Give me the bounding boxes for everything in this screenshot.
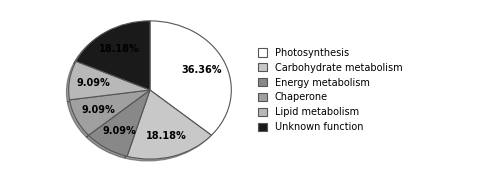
Wedge shape (150, 21, 232, 135)
Text: 18.18%: 18.18% (99, 44, 140, 54)
Wedge shape (88, 90, 150, 156)
Wedge shape (76, 21, 150, 90)
Text: 18.18%: 18.18% (146, 131, 186, 141)
Wedge shape (127, 90, 212, 159)
Text: 9.09%: 9.09% (77, 78, 110, 88)
Legend: Photosynthesis, Carbohydrate metabolism, Energy metabolism, Chaperone, Lipid met: Photosynthesis, Carbohydrate metabolism,… (256, 46, 404, 134)
Text: 9.09%: 9.09% (82, 105, 115, 115)
Wedge shape (68, 61, 150, 100)
Wedge shape (70, 90, 150, 135)
Text: 36.36%: 36.36% (182, 65, 222, 75)
Text: 9.09%: 9.09% (102, 126, 136, 136)
